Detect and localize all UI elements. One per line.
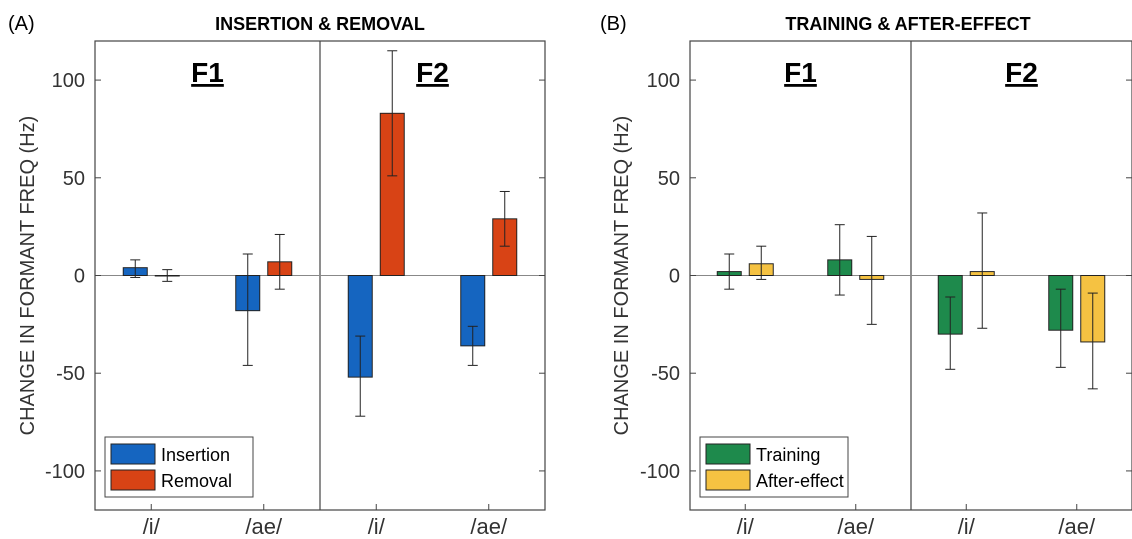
y-axis-label: CHANGE IN FORMANT FREQ (Hz) bbox=[17, 116, 39, 436]
chart-title: INSERTION & REMOVAL bbox=[215, 14, 425, 34]
legend-swatch-insertion bbox=[110, 443, 156, 465]
y-tick-label: -100 bbox=[45, 461, 85, 483]
y-axis-label: CHANGE IN FORMANT FREQ (Hz) bbox=[611, 116, 633, 436]
y-tick-label: 100 bbox=[52, 70, 85, 92]
panel-label: (A) bbox=[8, 13, 35, 35]
x-tick-label: /ae/ bbox=[837, 514, 875, 539]
y-tick-label: 0 bbox=[669, 266, 680, 288]
x-tick-label: /ae/ bbox=[470, 514, 508, 539]
y-tick-label: 50 bbox=[658, 168, 680, 190]
x-tick-label: /i/ bbox=[958, 514, 976, 539]
panel-b: (B) TRAINING & AFTER-EFFECT 100 50 0 -50 -100 C… bbox=[600, 13, 1132, 539]
legend-swatch-after-effect bbox=[705, 469, 751, 491]
x-tick-label: /i/ bbox=[143, 514, 161, 539]
legend-label-removal: Removal bbox=[161, 471, 232, 491]
legend-swatch-removal bbox=[110, 469, 156, 491]
legend-label-after-effect: After-effect bbox=[756, 471, 844, 491]
panel-label: (B) bbox=[600, 13, 627, 35]
y-tick-label: -50 bbox=[56, 363, 85, 385]
panel-a: (A) INSERTION & REMOVAL 100 50 0 -50 -100 CHANG… bbox=[8, 13, 546, 539]
group-label-f2: F2 bbox=[1005, 57, 1038, 88]
x-tick-label: /i/ bbox=[737, 514, 755, 539]
x-tick-label: /ae/ bbox=[1058, 514, 1096, 539]
y-tick-label: 0 bbox=[74, 266, 85, 288]
legend-swatch-training bbox=[705, 443, 751, 465]
x-tick-label: /i/ bbox=[368, 514, 386, 539]
y-tick-label: 100 bbox=[647, 70, 680, 92]
y-tick-label: 50 bbox=[63, 168, 85, 190]
chart-title: TRAINING & AFTER-EFFECT bbox=[785, 14, 1030, 34]
group-label-f1: F1 bbox=[784, 57, 817, 88]
legend-label-insertion: Insertion bbox=[161, 445, 230, 465]
group-label-f1: F1 bbox=[191, 57, 224, 88]
group-label-f2: F2 bbox=[416, 57, 449, 88]
y-tick-label: -50 bbox=[651, 363, 680, 385]
x-tick-label: /ae/ bbox=[245, 514, 283, 539]
y-tick-label: -100 bbox=[640, 461, 680, 483]
legend-label-training: Training bbox=[756, 445, 820, 465]
